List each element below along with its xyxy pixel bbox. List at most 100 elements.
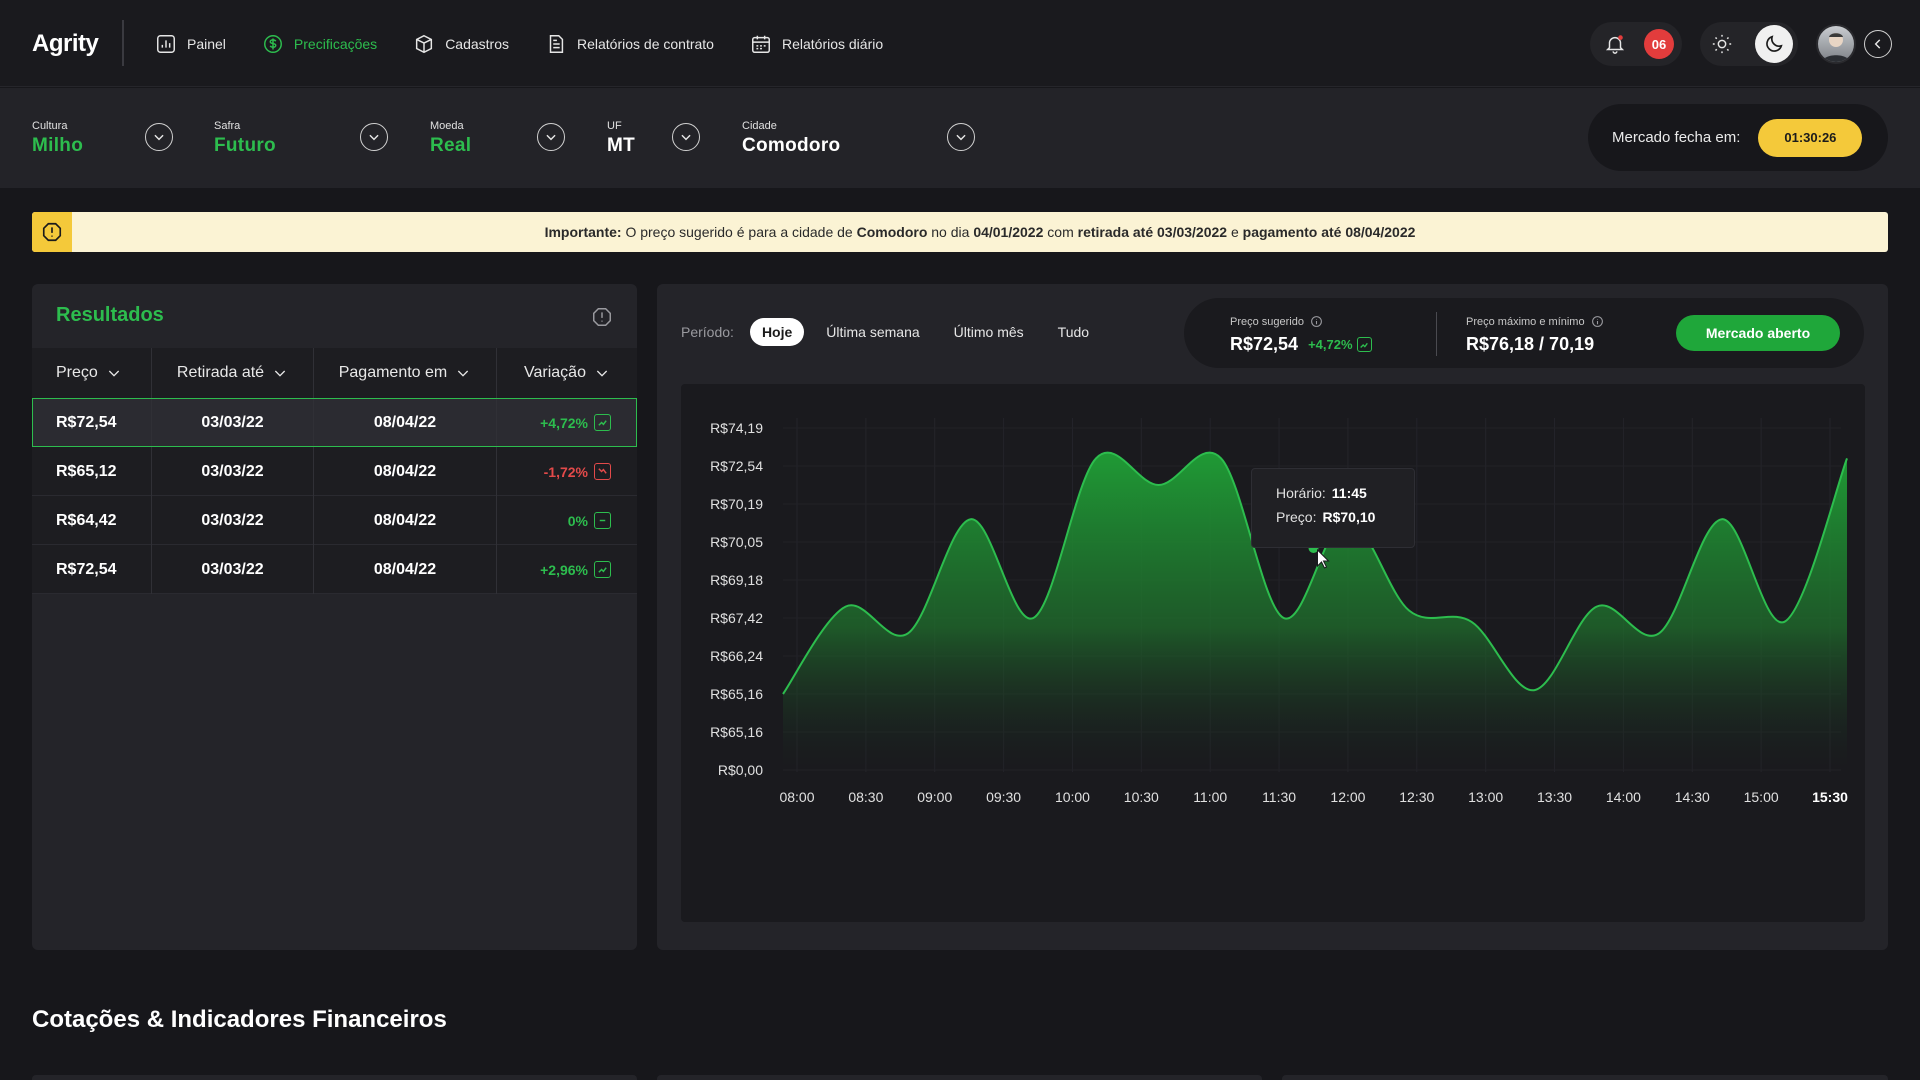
bell-icon[interactable]: [1598, 27, 1632, 61]
cell-retirada: 03/03/22: [152, 447, 314, 496]
y-tick-label: R$65,16: [710, 724, 763, 740]
indicator-cards: [0, 1075, 1920, 1080]
column-header-preco[interactable]: Preço: [32, 348, 152, 398]
stat-divider: [1436, 312, 1437, 356]
y-tick-label: R$66,24: [710, 648, 763, 664]
chevron-down-icon[interactable]: [672, 123, 700, 151]
info-icon[interactable]: [1591, 315, 1604, 328]
x-tick-label: 09:30: [986, 789, 1021, 805]
filter-label: Moeda: [430, 120, 464, 132]
chevron-down-icon[interactable]: [947, 123, 975, 151]
indicator-card[interactable]: [32, 1075, 637, 1080]
cell-pagamento: 08/04/22: [314, 398, 497, 447]
column-label: Pagamento em: [338, 364, 448, 381]
nav-item-painel[interactable]: Painel: [155, 33, 226, 55]
alert-text: Importante: O preço sugerido é para a ci…: [72, 224, 1888, 240]
max-min-price: Preço máximo e mínimo R$76,18 / 70,19: [1466, 315, 1604, 355]
nav-label: Cadastros: [445, 36, 509, 52]
period-label: Período:: [681, 324, 734, 340]
info-icon[interactable]: [1310, 315, 1323, 328]
period-option-semana[interactable]: Última semana: [826, 324, 920, 340]
nav-item-relatorios-contrato[interactable]: Relatórios de contrato: [545, 33, 714, 55]
table-row[interactable]: R$64,42 03/03/22 08/04/22 0%: [32, 496, 637, 545]
x-tick-label: 13:00: [1468, 789, 1503, 805]
column-header-variacao[interactable]: Variação: [497, 348, 637, 398]
x-tick-label: 15:30: [1812, 789, 1848, 805]
alert-part: no dia: [927, 224, 974, 240]
x-tick-label: 14:30: [1675, 789, 1710, 805]
filter-moeda[interactable]: Moeda Real: [430, 120, 471, 157]
chevron-down-icon[interactable]: [360, 123, 388, 151]
top-right-controls: 06: [1590, 22, 1892, 66]
stat-value: R$72,54: [1230, 334, 1299, 354]
filter-label: Cidade: [742, 120, 777, 132]
filter-cidade[interactable]: Cidade Comodoro: [742, 120, 840, 157]
filter-value: Futuro: [214, 135, 276, 156]
indicator-card[interactable]: [1282, 1075, 1888, 1080]
nav-label: Precificações: [293, 36, 378, 52]
filter-safra[interactable]: Safra Futuro: [214, 120, 276, 157]
table-row[interactable]: R$72,54 03/03/22 08/04/22 +2,96%: [32, 545, 637, 594]
nav-item-relatorios-diario[interactable]: Relatórios diário: [750, 33, 883, 55]
period-option-hoje[interactable]: Hoje: [749, 318, 805, 346]
cell-retirada: 03/03/22: [152, 496, 314, 545]
x-tick-label: 15:00: [1744, 789, 1779, 805]
price-line: [782, 451, 1848, 695]
results-table-header: Preço Retirada até Pagamento em Variação: [32, 348, 637, 398]
nav-item-precificacoes[interactable]: Precificações: [262, 33, 377, 55]
alert-retirada: retirada até 03/03/2022: [1077, 224, 1228, 240]
results-title: Resultados: [56, 304, 164, 326]
table-row[interactable]: R$65,12 03/03/22 08/04/22 -1,72%: [32, 447, 637, 496]
chart-tooltip: Horário: 11:45 Preço: R$70,10: [1251, 468, 1415, 548]
nav-item-cadastros[interactable]: Cadastros: [413, 33, 509, 55]
cell-preco: R$72,54: [32, 398, 152, 447]
chevron-down-icon: [458, 370, 469, 377]
trend-up-icon: [594, 414, 611, 431]
y-tick-label: R$69,18: [710, 572, 763, 588]
y-tick-label: R$74,19: [710, 420, 763, 436]
table-row[interactable]: R$72,54 03/03/22 08/04/22 +4,72%: [32, 398, 637, 447]
chevron-down-icon: [108, 370, 119, 377]
price-chart[interactable]: R$74,19 R$72,54 R$70,19 R$70,05 R$69,18 R$67,…: [681, 384, 1865, 922]
user-avatar[interactable]: [1816, 24, 1856, 64]
cell-preco: R$64,42: [32, 496, 152, 545]
app-logo[interactable]: Agrity: [32, 30, 99, 57]
sun-icon[interactable]: [1705, 27, 1739, 61]
notifications-pill[interactable]: 06: [1590, 22, 1682, 66]
alert-part: e: [1227, 224, 1243, 240]
column-header-retirada[interactable]: Retirada até: [152, 348, 314, 398]
suggested-price: Preço sugerido R$72,54 +4,72%: [1230, 315, 1372, 355]
moon-icon[interactable]: [1755, 25, 1793, 63]
notification-count-badge[interactable]: 06: [1644, 29, 1674, 59]
period-option-tudo[interactable]: Tudo: [1057, 324, 1090, 340]
column-header-pagamento[interactable]: Pagamento em: [314, 348, 497, 398]
filter-cultura[interactable]: Cultura Milho: [32, 120, 83, 157]
collapse-icon[interactable]: [1864, 30, 1892, 58]
market-status-button[interactable]: Mercado aberto: [1676, 315, 1840, 351]
x-tick-label: 11:30: [1262, 789, 1296, 805]
x-tick-label: 09:00: [917, 789, 952, 805]
cell-pagamento: 08/04/22: [314, 545, 497, 594]
chevron-down-icon[interactable]: [145, 123, 173, 151]
period-option-mes[interactable]: Último mês: [953, 324, 1024, 340]
theme-toggle[interactable]: [1700, 22, 1798, 66]
info-icon[interactable]: [591, 306, 613, 333]
variacao-value: +4,72%: [540, 414, 588, 431]
x-tick-label: 14:00: [1606, 789, 1641, 805]
price-stats: Preço sugerido R$72,54 +4,72% Preço máxim…: [1184, 298, 1864, 368]
y-tick-label: R$70,05: [710, 534, 763, 550]
stat-label: Preço sugerido: [1230, 315, 1304, 328]
indicator-card[interactable]: [657, 1075, 1262, 1080]
stat-percent: +4,72%: [1308, 337, 1353, 352]
chevron-down-icon: [596, 370, 608, 377]
trend-up-icon: [594, 561, 611, 578]
x-tick-label: 12:00: [1330, 789, 1365, 805]
alert-date: 04/01/2022: [973, 224, 1044, 240]
column-label: Retirada até: [176, 364, 265, 381]
chevron-down-icon[interactable]: [537, 123, 565, 151]
filter-label: UF: [607, 120, 622, 132]
cell-variacao: 0%: [497, 496, 637, 545]
filter-uf[interactable]: UF MT: [607, 120, 635, 157]
cell-retirada: 03/03/22: [152, 545, 314, 594]
stat-label: Preço máximo e mínimo: [1466, 315, 1585, 328]
